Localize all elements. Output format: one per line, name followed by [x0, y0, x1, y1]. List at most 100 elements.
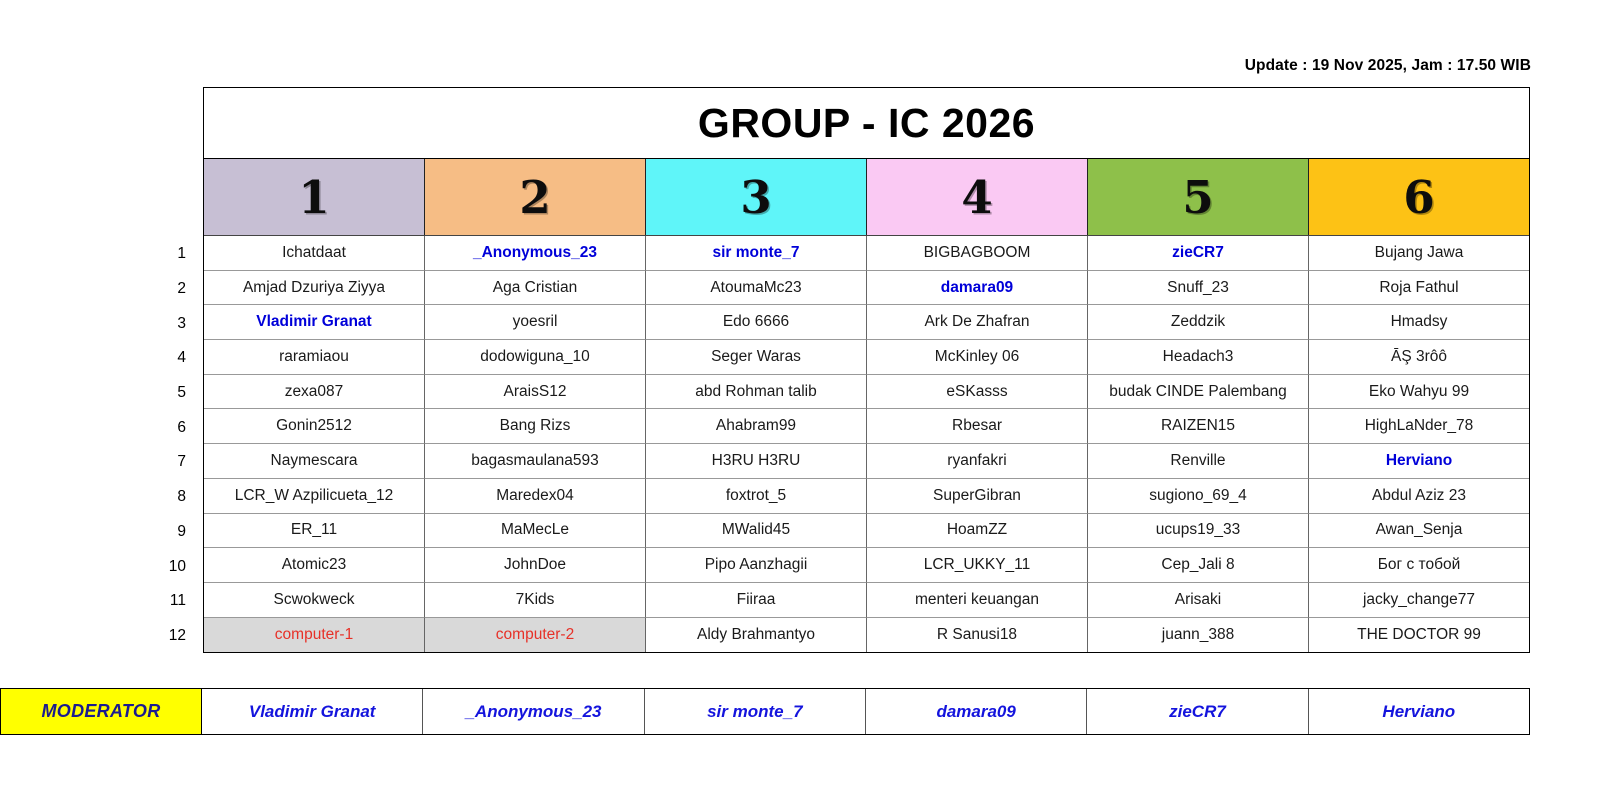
player-cell: zieCR7: [1088, 236, 1309, 271]
player-cell: Seger Waras: [646, 340, 867, 375]
player-cell: dodowiguna_10: [425, 340, 646, 375]
player-cell: ryanfakri: [867, 444, 1088, 479]
player-cell: Awan_Senja: [1309, 514, 1529, 549]
player-cell: LCR_UKKY_11: [867, 548, 1088, 583]
row-number: 8: [177, 488, 186, 506]
moderator-name-cell: damara09: [866, 689, 1088, 734]
player-cell: HighLaNder_78: [1309, 409, 1529, 445]
player-cell: Bujang Jawa: [1309, 236, 1529, 271]
table-body: Ichatdaat _Anonymous_23 sir monte_7 BIGBAGB…: [204, 236, 1529, 653]
player-cell: JohnDoe: [425, 548, 646, 583]
player-cell: juann_388: [1088, 617, 1309, 653]
player-cell: Roja Fathul: [1309, 271, 1529, 306]
moderator-name-cell: Vladimir Granat: [202, 689, 424, 734]
player-cell: ER_11: [204, 513, 425, 549]
table-row: computer-1 computer-2 Aldy Brahmantyo R San…: [204, 617, 1529, 653]
player-cell: HoamZZ: [867, 513, 1088, 549]
moderator-names: Vladimir Granat _Anonymous_23 sir monte_7 d…: [202, 689, 1529, 734]
player-cell: Abdul Aziz 23: [1309, 479, 1529, 514]
row-number: 3: [177, 314, 186, 332]
row-number: 1: [177, 245, 186, 263]
player-cell: Amjad Dzuriya Ziyya: [204, 270, 425, 306]
table-row: Vladimir Granat yoesril Edo 6666 Ark De Zha…: [204, 305, 1529, 341]
player-cell: THE DOCTOR 99: [1357, 625, 1481, 643]
player-cell: Maredex04: [425, 478, 646, 514]
player-cell: MaMecLe: [425, 513, 646, 549]
player-cell: sugiono_69_4: [1088, 478, 1309, 514]
group-header-1: 1: [204, 159, 425, 235]
group-header-5: 5: [1088, 159, 1309, 235]
player-cell: ucups19_33: [1088, 513, 1309, 549]
player-cell: computer-2: [425, 617, 646, 653]
group-header-3: 3: [646, 159, 867, 235]
group-header-6: 6: [1309, 159, 1529, 235]
player-cell: Bang Rizs: [425, 409, 646, 445]
row-number: 6: [177, 418, 186, 436]
player-cell: zexa087: [204, 374, 425, 410]
player-cell: Aldy Brahmantyo: [646, 617, 867, 653]
row-number: 2: [177, 280, 186, 298]
player-cell: Vladimir Granat: [204, 305, 425, 341]
table-row: zexa087 AraisS12 abd Rohman talib eSKasss bu…: [204, 374, 1529, 410]
player-cell: budak CINDE Palembang: [1088, 374, 1309, 410]
row-number: 5: [177, 384, 186, 402]
row-number: 10: [168, 557, 186, 575]
table-row: Amjad Dzuriya Ziyya Aga Cristian AtoumaMc2…: [204, 270, 1529, 306]
player-cell: Rbesar: [867, 409, 1088, 445]
page-title: GROUP - IC 2026: [697, 99, 1036, 146]
table-row: raramiaou dodowiguna_10 Seger Waras McKinle…: [204, 340, 1529, 375]
player-cell: raramiaou: [204, 340, 425, 375]
moderator-name-cell: zieCR7: [1087, 689, 1309, 734]
player-cell: jacky_change77: [1309, 583, 1529, 618]
player-cell: Ahabram99: [646, 409, 867, 445]
player-cell: Edo 6666: [646, 305, 867, 341]
player-cell: Hmadsy: [1309, 305, 1529, 341]
player-cell: Gonin2512: [204, 409, 425, 445]
player-cell: damara09: [867, 270, 1088, 306]
player-cell: yoesril: [425, 305, 646, 341]
row-number: 12: [168, 626, 186, 644]
player-cell: SuperGibran: [867, 478, 1088, 514]
player-cell: ĀŞ 3rôô: [1309, 340, 1529, 375]
player-cell: Scwokweck: [204, 582, 425, 618]
player-cell: eSKasss: [867, 374, 1088, 410]
player-cell: Eko Wahyu 99: [1309, 375, 1529, 410]
player-cell: MWalid45: [646, 513, 867, 549]
player-cell: menteri keuangan: [867, 582, 1088, 618]
row-number: 7: [177, 453, 186, 471]
table-row: Atomic23 JohnDoe Pipo Aanzhagii LCR_UKKY_11…: [204, 548, 1529, 583]
player-cell: abd Rohman talib: [646, 374, 867, 410]
player-cell: Ark De Zhafran: [867, 305, 1088, 341]
update-timestamp: Update : 19 Nov 2025, Jam : 17.50 WIB: [1244, 57, 1531, 74]
player-cell: computer-1: [204, 617, 425, 653]
player-cell: Cep_Jali 8: [1088, 548, 1309, 583]
player-cell: Herviano: [1309, 444, 1529, 479]
player-cell: Atomic23: [204, 548, 425, 583]
player-cell: Ichatdaat: [204, 236, 425, 271]
table-row: Gonin2512 Bang Rizs Ahabram99 Rbesar RAIZEN1…: [204, 409, 1529, 445]
group-header-2: 2: [425, 159, 646, 235]
row-number: 11: [169, 592, 186, 610]
player-cell: Бог с тобой: [1309, 548, 1529, 583]
title-row: GROUP - IC 2026: [204, 88, 1529, 159]
player-cell: Renville: [1088, 444, 1309, 479]
player-cell: Snuff_23: [1088, 270, 1309, 306]
moderator-name-cell: Herviano: [1382, 701, 1456, 721]
table-row: Ichatdaat _Anonymous_23 sir monte_7 BIGBAGB…: [204, 236, 1529, 271]
player-cell: 7Kids: [425, 582, 646, 618]
table-row: Scwokweck 7Kids Fiiraa menteri keuangan Aris…: [204, 582, 1529, 618]
moderator-name-cell: sir monte_7: [645, 689, 866, 734]
group-header-4: 4: [867, 159, 1088, 235]
table-row: LCR_W Azpilicueta_12 Maredex04 foxtrot_5 Su…: [204, 478, 1529, 514]
moderator-bar: MODERATOR Vladimir Granat _Anonymous_23 si…: [0, 688, 1530, 735]
player-cell: Arisaki: [1088, 582, 1309, 618]
player-cell: BIGBAGBOOM: [867, 236, 1088, 271]
player-cell: sir monte_7: [646, 236, 867, 271]
row-number: 4: [177, 349, 186, 367]
player-cell: Pipo Aanzhagii: [646, 548, 867, 583]
player-cell: AtoumaMc23: [646, 270, 867, 306]
player-cell: bagasmaulana593: [425, 444, 646, 479]
player-cell: RAIZEN15: [1088, 409, 1309, 445]
